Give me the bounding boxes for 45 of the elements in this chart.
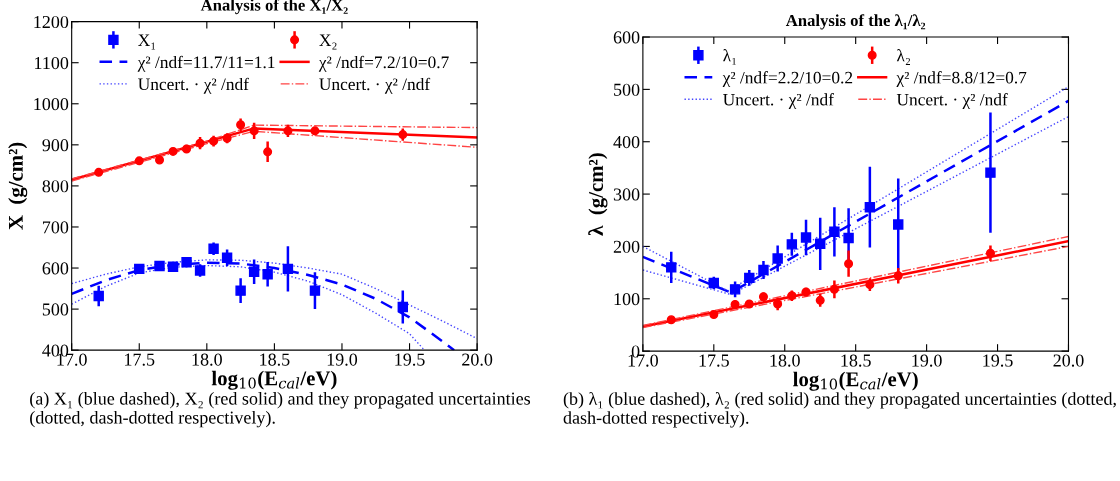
y-tick-label: 100 [614,293,640,306]
y-axis-title: X (g/cm²) [8,142,28,230]
y-tick-label: 1200 [34,15,69,29]
text: (a) X₁ (blue dashed), X₂ (red solid) and they propagated uncertainties (dotted, dash-dotted respectively). [30,392,531,428]
y-tick-label: 200 [613,240,640,253]
legend-label: X₁ [138,34,156,50]
x-tick-label: 17.5 [125,353,155,366]
x-axis-title: log$_{10}$(E$_{cal}$/eV) [793,371,918,391]
y-tick-label: 1100 [35,56,69,70]
y-tick-label: 500 [614,83,640,96]
legend-label: χ² /ndf=11.7/11=1.1 [137,55,275,72]
x-tick-label: 18.0 [192,353,222,366]
x-axis-title: log$_{10}$(E$_{cal}$/eV) [211,370,337,390]
x-tick-label: 17.5 [699,354,729,367]
y-tick-label: 600 [42,262,69,275]
legend-label: χ² /ndf=8.8/12=0.7 [896,71,1027,88]
legend-label: λ₂ [896,49,911,65]
y-tick-label: 800 [42,180,69,193]
y-tick-label: 700 [43,221,69,234]
text: (b) λ₁ (blue dashed), λ₂ (red solid) and they propagated uncertainties (dotted, dash-dotted respectively). [563,392,1116,428]
legend-label: X₂ [319,34,337,50]
y-tick-label: 900 [42,139,69,152]
legend-label: χ² /ndf=2.2/10=0.2 [722,71,853,88]
x-tick-label: 18.0 [770,354,800,367]
x-tick-label: 20.0 [1053,354,1084,367]
y-tick-label: 500 [42,303,69,316]
x-tick-label: 18.5 [260,353,290,366]
y-tick-label: 400 [613,135,640,149]
x-tick-label: 19.5 [395,353,425,366]
x-tick-label: 18.5 [841,354,871,367]
legend-label: χ² /ndf=7.2/10=0.7 [318,55,449,72]
y-tick-label: 600 [613,31,640,44]
x-tick-label: 19.5 [983,354,1013,367]
y-tick-label: 1000 [34,98,69,111]
chart-title: Analysis of the λ₁/λ₂ [785,14,926,30]
x-tick-label: 19.0 [327,353,358,366]
x-tick-label: 20.0 [462,353,493,366]
x-tick-label: 19.0 [912,354,942,367]
legend-label: Uncert. · χ² /ndf [723,93,834,110]
y-axis-title: λ (g/cm²) [588,153,608,236]
legend-label: Uncert. · χ² /ndf [319,77,431,94]
y-tick-label: 300 [613,188,640,201]
legend-label: Uncert. · χ² /ndf [138,77,249,94]
legend-label: Uncert. · χ² /ndf [896,93,1008,110]
legend-label: λ₁ [723,49,736,65]
